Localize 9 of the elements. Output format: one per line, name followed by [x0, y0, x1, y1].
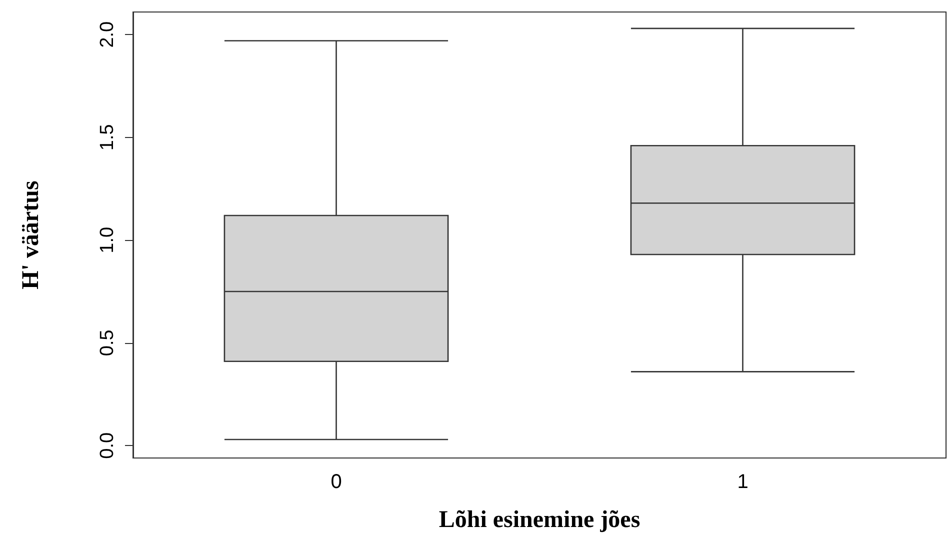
y-tick-label: 1.5 — [97, 124, 118, 151]
y-tick-label: 0.0 — [97, 432, 118, 459]
x-axis-title: Lõhi esinemine jões — [438, 507, 640, 533]
y-tick-label: 0.5 — [97, 330, 118, 356]
y-axis-title: H' väärtus — [18, 180, 44, 290]
y-tick-label: 1.0 — [97, 226, 118, 254]
y-tick-label: 2.0 — [97, 21, 118, 48]
x-tick-label: 0 — [330, 471, 342, 493]
x-tick-label: 1 — [737, 471, 748, 493]
